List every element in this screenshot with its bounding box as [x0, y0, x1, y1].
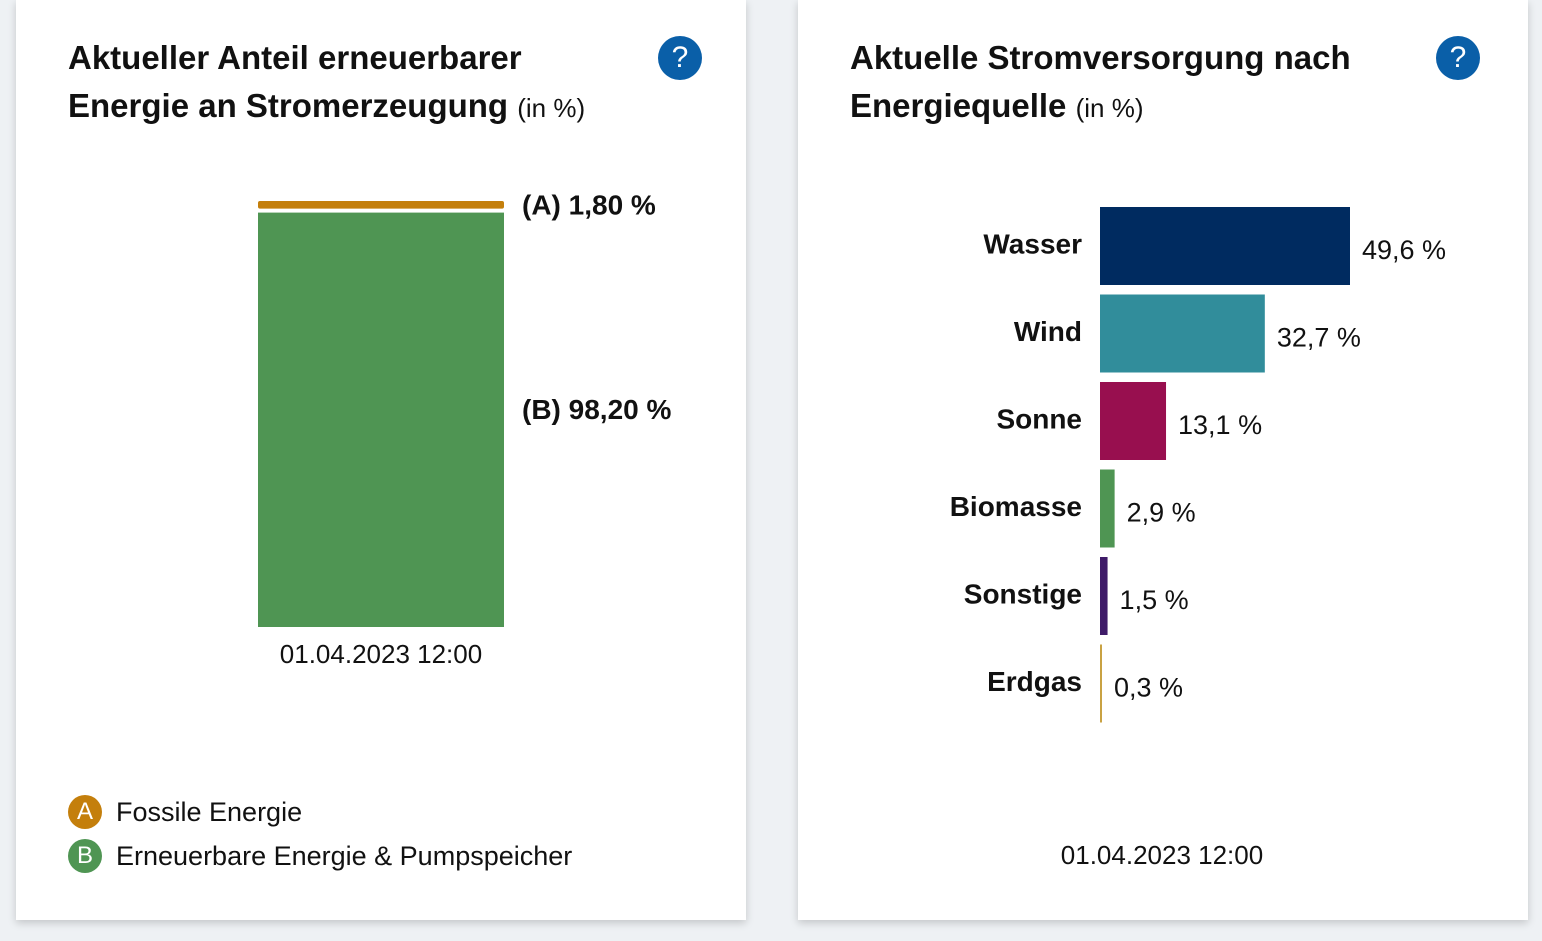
renewable-share-unit: (in %): [517, 93, 586, 123]
legend-label-fossil: Fossile Energie: [116, 796, 303, 827]
legend-label-renewable: Erneuerbare Energie & Pumpspeicher: [116, 840, 573, 871]
legend-item-renewable: B Erneuerbare Energie & Pumpspeicher: [68, 834, 572, 878]
power-sources-chart: Wasser 49,6 % Wind 32,7 % Sonne 13,1 % Biomass…: [950, 207, 1446, 870]
bar-erdgas: [1100, 644, 1102, 723]
help-icon[interactable]: ?: [1436, 36, 1480, 80]
category-label: Sonstige: [964, 578, 1082, 609]
value-label: 13,1 %: [1178, 410, 1262, 440]
power-sources-title-text: Aktuelle Stromversorgung nach Energieque…: [850, 39, 1351, 124]
bar-sonstige: [1100, 557, 1108, 635]
value-label: 49,6 %: [1362, 235, 1446, 265]
category-label: Sonne: [996, 403, 1082, 434]
bar-fossil: [258, 201, 504, 209]
bar-wasser: [1100, 207, 1350, 285]
legend-item-fossil: A Fossile Energie: [68, 790, 572, 834]
renewable-share-chart: (A) 1,80 % (B) 98,20 % 01.04.2023 12:00: [258, 189, 671, 669]
value-label: 0,3 %: [1114, 673, 1183, 703]
value-label: 32,7 %: [1277, 323, 1361, 353]
power-sources-card: Aktuelle Stromversorgung nach Energieque…: [798, 0, 1528, 920]
bar-renewable: [258, 212, 504, 627]
label-renewable: (B) 98,20 %: [522, 394, 671, 425]
timestamp-label: 01.04.2023 12:00: [1061, 840, 1263, 870]
bar-biomasse: [1100, 469, 1115, 548]
category-label: Wasser: [983, 228, 1082, 259]
value-label: 2,9 %: [1127, 498, 1196, 528]
renewable-share-title-text: Aktueller Anteil erneuerbarer Energie an…: [68, 39, 522, 124]
power-sources-title: Aktuelle Stromversorgung nach Energieque…: [850, 34, 1410, 132]
help-icon[interactable]: ?: [658, 36, 702, 80]
x-tick-label: 01.04.2023 12:00: [280, 639, 482, 669]
legend: A Fossile Energie B Erneuerbare Energie …: [68, 790, 572, 878]
value-label: 1,5 %: [1120, 585, 1189, 615]
renewable-share-title: Aktueller Anteil erneuerbarer Energie an…: [68, 34, 628, 132]
legend-badge-a: A: [68, 795, 102, 829]
bar-wind: [1100, 294, 1265, 373]
label-fossil: (A) 1,80 %: [522, 189, 656, 220]
renewable-share-card: Aktueller Anteil erneuerbarer Energie an…: [16, 0, 746, 920]
category-label: Erdgas: [987, 666, 1082, 697]
category-label: Biomasse: [950, 491, 1082, 522]
power-sources-unit: (in %): [1075, 93, 1144, 123]
legend-badge-b: B: [68, 839, 102, 873]
bar-sonne: [1100, 382, 1167, 460]
category-label: Wind: [1014, 316, 1082, 347]
